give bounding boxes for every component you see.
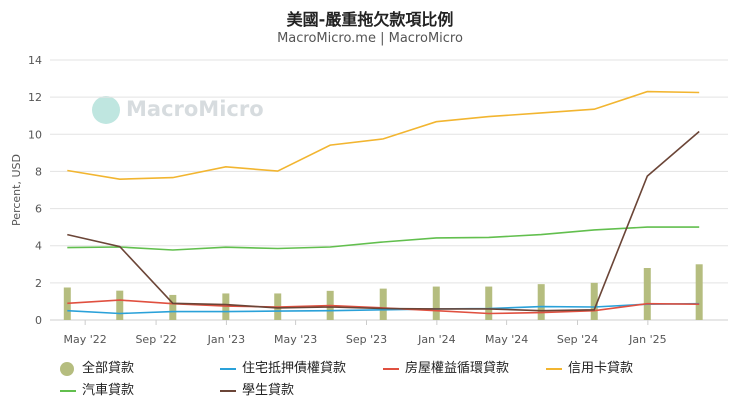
bar-all-loans: [695, 264, 703, 320]
y-tick-label: 10: [28, 128, 42, 141]
legend-label: 住宅抵押債權貸款: [242, 361, 347, 376]
bar-all-loans: [169, 294, 177, 320]
watermark-logo-icon: [92, 96, 120, 124]
chart-title: 美國-嚴重拖欠款項比例: [286, 10, 454, 29]
legend-swatch-icon: [220, 390, 236, 392]
x-tick-label: Sep '24: [557, 333, 598, 346]
bar-all-loans: [537, 284, 545, 320]
bar-all-loans: [643, 268, 651, 320]
x-tick-label: May '24: [485, 333, 528, 346]
series-line-5: [67, 130, 700, 312]
x-tick-label: Sep '23: [346, 333, 387, 346]
y-tick-label: 0: [35, 314, 42, 327]
x-tick-label: Jan '25: [628, 333, 666, 346]
chart-subtitle: MacroMicro.me | MacroMicro: [277, 31, 463, 46]
y-tick-label: 12: [28, 91, 42, 104]
y-axis-title: Percent, USD: [10, 154, 23, 226]
legend-label: 全部貸款: [82, 361, 135, 376]
legend-swatch-icon: [546, 368, 562, 370]
x-tick-label: Sep '22: [135, 333, 176, 346]
y-tick-label: 14: [28, 54, 42, 67]
bar-all-loans: [116, 290, 124, 320]
series-line-4: [67, 226, 700, 251]
legend-swatch-icon: [60, 390, 76, 392]
legend-swatch-icon: [383, 368, 399, 370]
bar-all-loans: [379, 288, 387, 320]
x-tick-label: May '22: [64, 333, 107, 346]
legend-label: 信用卡貸款: [568, 361, 634, 376]
y-tick-label: 4: [35, 240, 42, 253]
bar-all-loans: [63, 287, 71, 320]
series-line-1: [67, 302, 700, 315]
x-tick-label: Jan '23: [207, 333, 245, 346]
legend-label: 汽車貸款: [82, 383, 135, 398]
bar-all-loans: [432, 286, 440, 320]
legend-swatch-icon: [60, 362, 74, 376]
bar-all-loans: [590, 282, 598, 320]
y-tick-label: 8: [35, 165, 42, 178]
watermark-text: MacroMicro: [126, 97, 264, 121]
legend-swatch-icon: [220, 368, 236, 370]
series-line-3: [67, 90, 700, 181]
x-tick-label: Jan '24: [417, 333, 455, 346]
legend-label: 學生貸款: [242, 383, 295, 398]
y-tick-label: 6: [35, 203, 42, 216]
bar-all-loans: [485, 286, 493, 320]
y-tick-label: 2: [35, 277, 42, 290]
x-tick-label: May '23: [274, 333, 317, 346]
legend-label: 房屋權益循環貸款: [405, 361, 510, 376]
